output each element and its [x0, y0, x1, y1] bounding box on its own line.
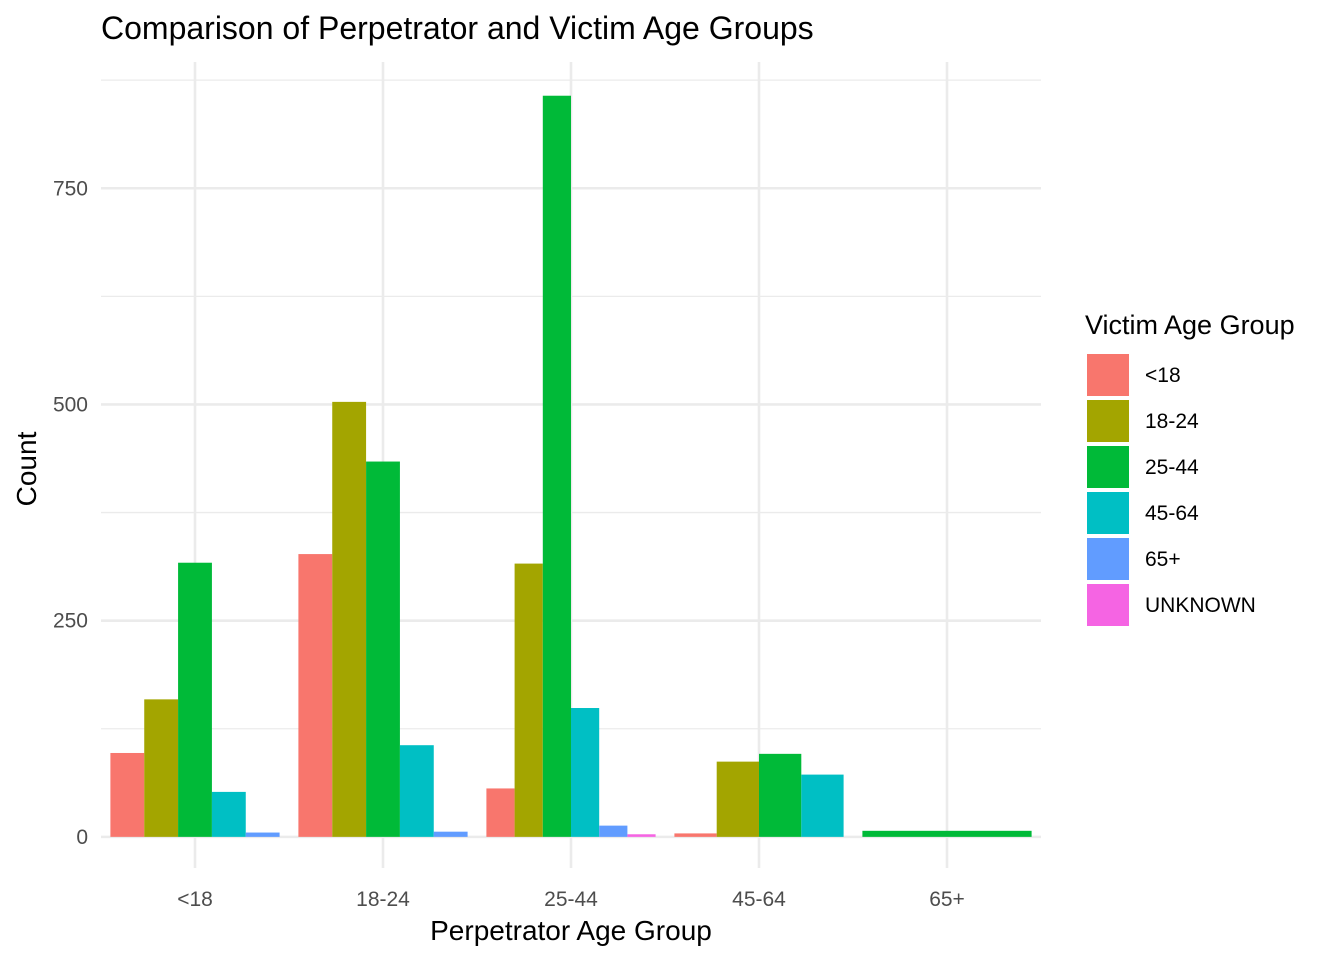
legend-key — [1087, 538, 1129, 580]
legend-label: UNKNOWN — [1145, 594, 1256, 617]
bar — [144, 699, 179, 837]
x-tick-label: 18-24 — [356, 888, 410, 911]
legend-key — [1087, 492, 1129, 534]
bars — [110, 95, 1032, 837]
legend-label: 65+ — [1145, 548, 1181, 571]
bar — [399, 745, 434, 837]
bar — [542, 95, 571, 837]
bar — [674, 833, 717, 837]
bar — [571, 708, 600, 837]
bar — [514, 563, 543, 837]
x-tick-label: <18 — [177, 888, 213, 911]
bar — [433, 831, 468, 837]
y-tick-label: 750 — [53, 177, 88, 200]
x-tick-label: 45-64 — [732, 888, 786, 911]
x-tick-label: 25-44 — [544, 888, 598, 911]
legend-key — [1087, 400, 1129, 442]
bar — [332, 401, 367, 837]
bar — [245, 832, 280, 837]
legend-title: Victim Age Group — [1085, 310, 1295, 340]
bar — [716, 761, 759, 837]
bar — [862, 830, 1032, 837]
legend-label: <18 — [1145, 364, 1181, 387]
legend: Victim Age Group <18 18-24 25-44 45-64 65+ UN… — [1085, 310, 1295, 626]
bar — [627, 834, 656, 837]
bar — [759, 753, 802, 837]
y-axis-ticks: 0 250 500 750 — [53, 177, 88, 849]
bar — [110, 752, 145, 837]
legend-key — [1087, 584, 1129, 626]
y-tick-label: 0 — [76, 826, 88, 849]
legend-label: 25-44 — [1145, 456, 1199, 479]
y-tick-label: 500 — [53, 393, 88, 416]
legend-label: 45-64 — [1145, 502, 1199, 525]
bar — [298, 554, 333, 837]
x-axis-ticks: <18 18-24 25-44 45-64 65+ — [177, 888, 965, 911]
y-tick-label: 250 — [53, 610, 88, 633]
chart-title: Comparison of Perpetrator and Victim Age… — [101, 10, 814, 46]
bar — [801, 774, 844, 837]
bar — [211, 791, 246, 837]
legend-label: 18-24 — [1145, 410, 1199, 433]
bar — [486, 788, 515, 837]
x-tick-label: 65+ — [929, 888, 965, 911]
bar — [178, 562, 212, 837]
legend-key — [1087, 446, 1129, 488]
bar — [366, 461, 400, 837]
bar — [599, 825, 628, 837]
legend-key — [1087, 354, 1129, 396]
y-axis-title: Count — [11, 431, 42, 506]
x-axis-title: Perpetrator Age Group — [430, 915, 712, 946]
